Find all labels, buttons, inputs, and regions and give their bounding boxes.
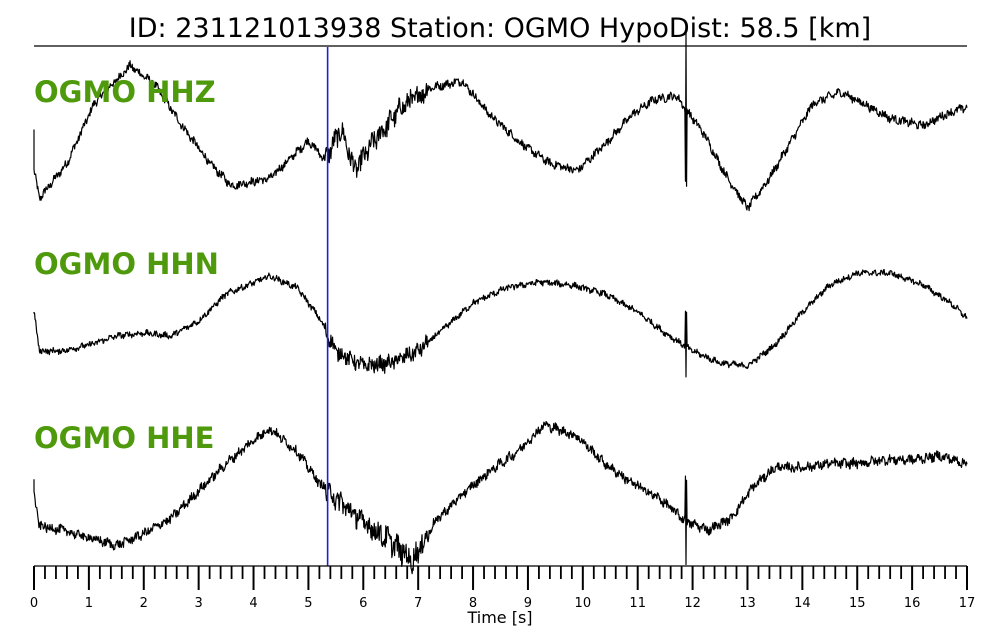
tick-label: 15 <box>849 596 866 611</box>
tick-label: 6 <box>359 596 367 611</box>
trace-label-group: OGMO HHZ OGMO HHN OGMO HHE <box>34 75 219 455</box>
tick-label: 8 <box>469 596 477 611</box>
tick-label: 3 <box>195 596 203 611</box>
tick-label: 11 <box>629 596 646 611</box>
tick-label: 7 <box>414 596 422 611</box>
tick-label: 12 <box>684 596 701 611</box>
tick-label: 2 <box>140 596 148 611</box>
tick-label: 9 <box>524 596 532 611</box>
tick-label: 4 <box>249 596 257 611</box>
tick-label: 1 <box>85 596 93 611</box>
tick-label: 0 <box>30 596 38 611</box>
trace-ogmo-hhn <box>33 268 968 378</box>
tick-label: 16 <box>904 596 921 611</box>
trace-group <box>33 31 968 575</box>
trace-label-ogmo-hhe: OGMO HHE <box>34 421 214 455</box>
tick-label: 10 <box>575 596 592 611</box>
trace-ogmo-hhe <box>33 420 968 575</box>
tick-label: 14 <box>794 596 811 611</box>
trace-ogmo-hhz <box>33 31 968 212</box>
tick-label: 13 <box>739 596 756 611</box>
tick-label: 5 <box>304 596 312 611</box>
trace-label-ogmo-hhn: OGMO HHN <box>34 247 219 281</box>
x-axis-label: Time [s] <box>466 608 532 627</box>
figure-title: ID: 231121013938 Station: OGMO HypoDist:… <box>129 13 871 44</box>
time-axis: 0 1 2 3 4 5 6 7 8 9 10 11 12 13 14 15 16 17 <box>30 565 976 611</box>
trace-label-ogmo-hhz: OGMO HHZ <box>34 75 216 109</box>
tick-label: 17 <box>959 596 976 611</box>
